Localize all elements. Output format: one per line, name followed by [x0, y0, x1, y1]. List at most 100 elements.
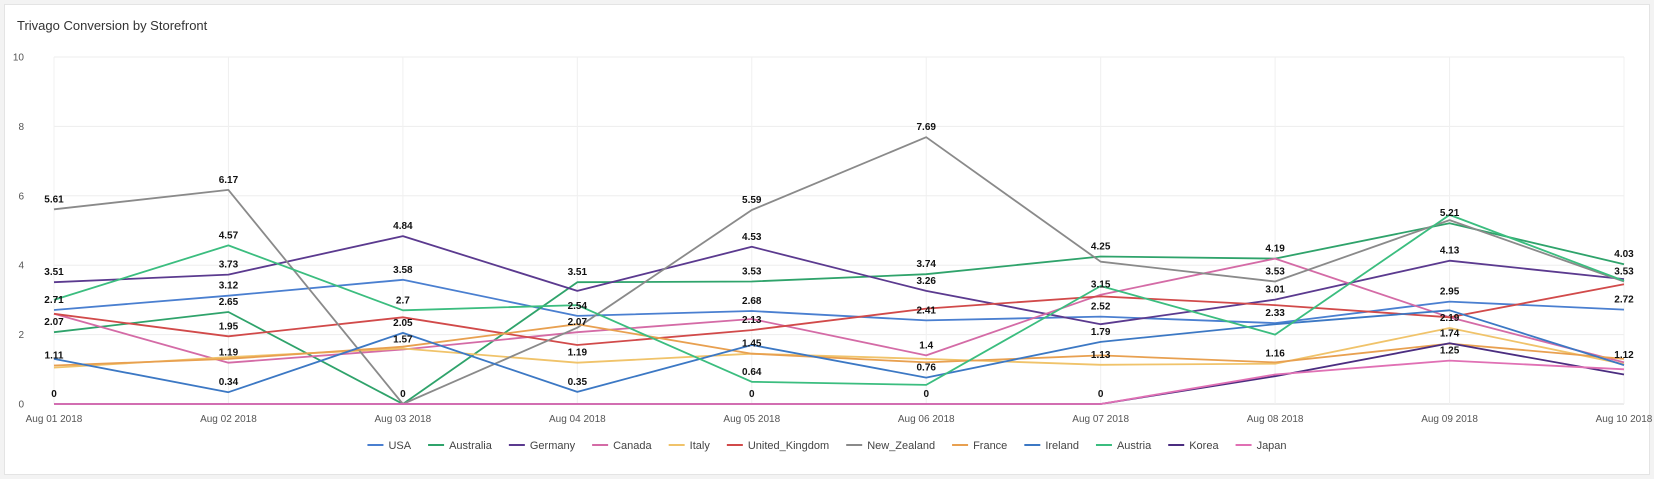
data-label: 2.19 [1440, 313, 1460, 324]
data-label: 0.76 [916, 363, 936, 374]
data-label: 3.53 [1265, 267, 1285, 278]
data-label: 1.12 [1614, 350, 1634, 361]
data-label: 4.25 [1091, 242, 1111, 253]
legend-label-ireland: Ireland [1045, 440, 1079, 452]
series-line-japan [54, 359, 1625, 405]
data-label: 1.16 [1265, 349, 1285, 360]
data-label: 3.26 [916, 276, 936, 287]
data-label: 2.07 [568, 317, 588, 328]
series-line-usa [53, 278, 1625, 325]
series-line-united-kingdom [53, 283, 1625, 346]
legend-item-austria: Austria [1095, 440, 1152, 452]
data-label: 2.68 [742, 296, 762, 307]
data-label: 2.05 [393, 318, 413, 329]
data-label: 5.59 [742, 195, 762, 206]
data-label: 1.57 [393, 335, 413, 346]
data-label: 1.19 [568, 348, 588, 359]
data-label: 0.34 [219, 377, 239, 388]
data-label: 0 [923, 389, 929, 400]
data-label: 7.69 [916, 122, 936, 133]
series-lines [53, 136, 1625, 405]
series-line-new-zealand [53, 136, 1625, 405]
legend: USA Australia Germany Canada Italy United_Kin… [367, 440, 1287, 452]
data-label: 0.35 [568, 377, 588, 388]
y-tick-label-8: 8 [18, 122, 24, 133]
data-label: 3.53 [1614, 267, 1634, 278]
data-label: 0 [400, 389, 406, 400]
data-label: 1.4 [919, 340, 933, 351]
data-label: 5.61 [44, 194, 64, 205]
data-label: 1.74 [1440, 329, 1460, 340]
data-label: 1.95 [219, 321, 239, 332]
data-label: 2.13 [742, 315, 762, 326]
data-label: 3.73 [219, 260, 239, 271]
y-axis-ticks: 0 2 4 6 8 10 [13, 53, 25, 411]
legend-label-australia: Australia [449, 440, 493, 452]
legend-label-japan: Japan [1257, 440, 1287, 452]
data-label: 3.74 [916, 259, 936, 270]
data-label: 4.03 [1614, 249, 1634, 260]
legend-label-usa: USA [388, 440, 411, 452]
legend-label-austria: Austria [1117, 440, 1152, 452]
x-axis-ticks: Aug 01 2018 Aug 02 2018 Aug 03 2018 Aug 04 … [26, 414, 1653, 425]
legend-item-france: France [952, 440, 1007, 452]
y-tick-label-0: 0 [18, 400, 24, 411]
data-label: 3.51 [568, 267, 588, 278]
x-tick-label-aug-08-2018: Aug 08 2018 [1247, 414, 1304, 425]
legend-item-new-zealand: New_Zealand [846, 440, 935, 452]
data-label: 2.52 [1091, 302, 1111, 313]
legend-item-korea: Korea [1168, 440, 1219, 452]
data-label: 1.45 [742, 339, 762, 350]
data-label: 2.65 [219, 297, 239, 308]
data-label: 2.95 [1440, 287, 1460, 298]
data-label: 4.53 [742, 232, 762, 243]
series-line-canada [53, 257, 1625, 364]
data-label: 2.07 [44, 317, 64, 328]
series-line-austria [53, 213, 1625, 386]
legend-label-new-zealand: New_Zealand [867, 440, 935, 452]
data-label: 2.41 [916, 305, 936, 316]
data-label: 2.7 [396, 295, 410, 306]
x-tick-label-aug-05-2018: Aug 05 2018 [723, 414, 780, 425]
y-tick-label-10: 10 [13, 53, 25, 64]
data-label: 3.51 [44, 267, 64, 278]
series-line-france [53, 323, 1625, 367]
data-label: 6.17 [219, 175, 239, 186]
x-tick-label-aug-09-2018: Aug 09 2018 [1421, 414, 1478, 425]
data-label: 0 [749, 389, 755, 400]
data-label: 0.64 [742, 367, 762, 378]
data-label: 4.13 [1440, 246, 1460, 257]
y-tick-label-6: 6 [18, 191, 24, 202]
legend-label-united-kingdom: United_Kingdom [748, 440, 829, 452]
x-tick-label-aug-06-2018: Aug 06 2018 [898, 414, 955, 425]
legend-label-germany: Germany [530, 440, 576, 452]
data-label: 4.19 [1265, 244, 1285, 255]
x-tick-label-aug-10-2018: Aug 10 2018 [1596, 414, 1653, 425]
legend-item-italy: Italy [668, 440, 710, 452]
data-label: 4.57 [219, 230, 239, 241]
chart-title: Trivago Conversion by Storefront [17, 18, 208, 33]
data-label: 1.79 [1091, 327, 1111, 338]
legend-item-united-kingdom: United_Kingdom [726, 440, 829, 452]
legend-label-canada: Canada [613, 440, 652, 452]
legend-item-ireland: Ireland [1024, 440, 1079, 452]
data-label: 5.21 [1440, 208, 1460, 219]
legend-label-korea: Korea [1189, 440, 1219, 452]
data-label: 4.84 [393, 221, 413, 232]
data-label: 3.01 [1265, 285, 1285, 296]
data-label: 2.33 [1265, 308, 1285, 319]
grid-lines [53, 56, 1625, 405]
legend-item-japan: Japan [1235, 440, 1287, 452]
data-label: 2.71 [44, 295, 64, 306]
chart-panel: Trivago Conversion by Storefront [4, 4, 1650, 475]
x-tick-label-aug-07-2018: Aug 07 2018 [1072, 414, 1129, 425]
legend-item-usa: USA [367, 440, 412, 452]
y-tick-label-2: 2 [18, 330, 24, 341]
legend-item-australia: Australia [428, 440, 493, 452]
legend-item-canada: Canada [592, 440, 653, 452]
series-line-korea [54, 342, 1625, 405]
legend-label-france: France [973, 440, 1007, 452]
series-line-australia [53, 222, 1625, 405]
data-labels: 5.61 3.51 2.71 2.07 1.11 0 6.17 4.57 3.73 3.12 2.6… [44, 122, 1634, 400]
